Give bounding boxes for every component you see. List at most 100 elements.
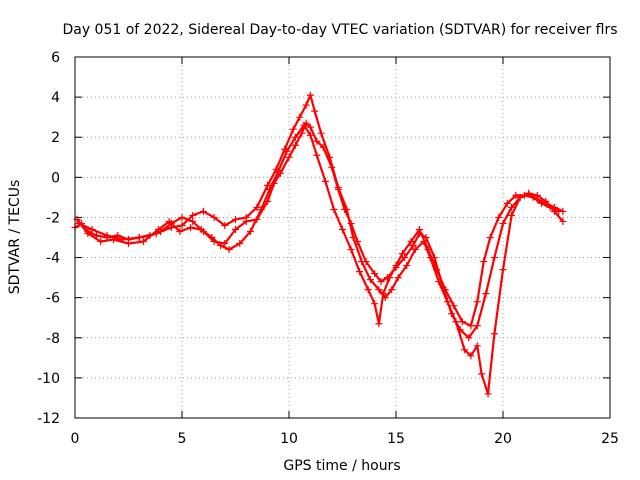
data-point [411, 246, 419, 254]
data-point [366, 276, 374, 284]
data-point [178, 213, 186, 221]
data-point [482, 290, 490, 298]
data-point [490, 330, 498, 338]
data-point [538, 199, 546, 207]
data-point [197, 225, 205, 233]
x-axis-label: GPS time / hours [283, 458, 400, 474]
data-point [424, 246, 432, 254]
data-point [334, 183, 342, 191]
data-point [467, 322, 475, 330]
y-tick-label: -6 [46, 291, 60, 307]
data-point [139, 238, 147, 246]
data-point [452, 318, 460, 326]
x-tick-label: 20 [494, 431, 512, 447]
data-point [154, 225, 162, 233]
data-point [379, 290, 387, 298]
y-tick-label: 6 [51, 50, 60, 66]
data-point [103, 231, 111, 239]
data-point [409, 242, 417, 250]
data-point [347, 246, 355, 254]
grid-lines [75, 57, 610, 418]
data-point [302, 101, 310, 109]
data-point [326, 153, 334, 161]
data-point [394, 274, 402, 282]
data-point [306, 123, 314, 131]
data-point [165, 217, 173, 225]
data-point [403, 262, 411, 270]
data-point [377, 278, 385, 286]
data-point [285, 153, 293, 161]
y-tick-label: -4 [46, 251, 60, 267]
data-point [199, 207, 207, 215]
data-point [392, 262, 400, 270]
data-point [311, 107, 319, 115]
data-point [388, 286, 396, 294]
data-point [187, 223, 195, 231]
data-point [407, 238, 415, 246]
data-point [125, 240, 132, 248]
x-tick-label: 0 [71, 431, 80, 447]
data-point [291, 141, 299, 149]
data-point [208, 234, 216, 241]
y-tick-label: -2 [46, 210, 60, 226]
x-axis: 0 5 10 15 20 25 [71, 57, 619, 447]
data-point [242, 213, 250, 221]
data-point [467, 352, 475, 360]
data-point [313, 151, 321, 159]
data-point [167, 223, 175, 231]
data-point [555, 207, 563, 215]
y-tick-label: 2 [51, 130, 60, 146]
data-point [508, 211, 516, 219]
data-point [371, 270, 379, 278]
data-point [458, 318, 466, 326]
data-point [401, 254, 409, 262]
data-point [490, 254, 498, 262]
data-point [300, 121, 308, 129]
y-axis-label: SDTVAR / TECUs [7, 180, 23, 295]
data-point [480, 258, 488, 266]
x-tick-label: 15 [387, 431, 405, 447]
data-point [236, 240, 244, 248]
y-tick-label: -10 [37, 371, 60, 387]
data-point [343, 205, 351, 213]
data-point [486, 234, 494, 241]
data-point [520, 191, 528, 199]
data-point [232, 225, 239, 233]
data-point [97, 238, 105, 246]
data-point [321, 177, 329, 185]
data-point [221, 221, 229, 229]
data-point [110, 236, 118, 244]
data-point [189, 211, 197, 219]
y-tick-label: 4 [51, 90, 60, 106]
data-point [460, 346, 468, 354]
data-point [313, 137, 321, 145]
x-tick-label: 25 [601, 431, 619, 447]
plot-frame [74, 56, 611, 419]
data-point [257, 205, 265, 213]
data-point [176, 227, 184, 235]
data-point [473, 298, 481, 306]
data-point [364, 286, 372, 294]
data-point [283, 147, 291, 155]
data-point [441, 286, 449, 294]
series-line [78, 93, 564, 395]
data-point [349, 234, 357, 241]
data-point [465, 334, 473, 342]
data-point [375, 286, 383, 294]
data-point [339, 225, 346, 233]
data-point [274, 167, 282, 175]
data-point [221, 240, 229, 248]
data-point [443, 298, 451, 306]
data-point [546, 203, 554, 211]
data-point [217, 242, 225, 250]
data-point [253, 203, 261, 211]
data-point [358, 258, 366, 266]
data-point [178, 221, 186, 229]
data-point [371, 300, 379, 308]
data-point [386, 274, 394, 282]
data-point [84, 229, 92, 237]
data-series [71, 91, 567, 398]
data-point [542, 197, 550, 205]
data-point [246, 227, 254, 235]
